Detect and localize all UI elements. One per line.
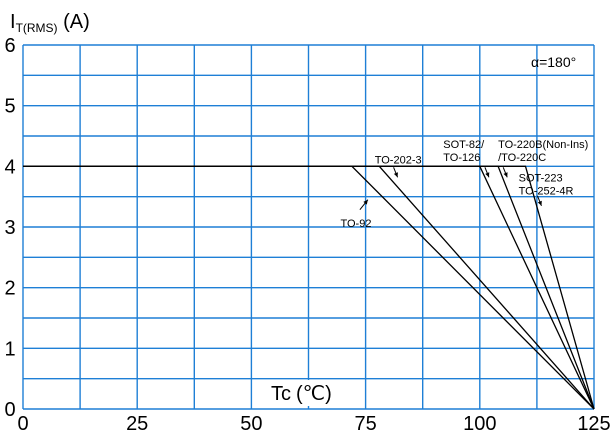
series-annotation-2: SOT-82/TO-126 [443,139,485,164]
series-annotation-4: SOT-223 TO-252-4R [519,173,574,198]
x-tick-label: 50 [240,413,262,435]
y-tick-label: 6 [4,35,15,57]
y-tick-label: 2 [4,278,15,300]
series-annotation-0: TO-92 [340,218,371,230]
y-tick-label: 3 [4,217,15,239]
y-tick-label: 0 [4,399,15,421]
series-line-4 [23,165,595,410]
annotation-arrowhead-4 [537,200,542,206]
tick-labels: 0 1 2 3 4 5 6 0 25 50 75 100 125 [4,35,610,435]
annotation-arrowhead-0 [363,199,368,205]
annotation-arrowhead-1 [393,172,398,178]
series-annotation-1: TO-202-3 [375,154,422,166]
grid [22,44,595,410]
series-lines [23,165,595,410]
y-tick-label: 5 [4,96,15,118]
x-tick-label: 100 [463,413,496,435]
series-annotation-3: TO-220B(Non-Ins)/TO-220C [498,139,588,164]
x-axis-title: Tc (℃) [271,383,332,405]
x-tick-label: 0 [17,413,28,435]
y-axis-title: IT(RMS) (A) [10,11,90,35]
x-tick-label: 125 [577,413,610,435]
annotation-arrowhead-2 [485,172,490,178]
condition-label: α=180° [531,54,576,70]
x-tick-label: 75 [354,413,376,435]
y-tick-label: 4 [4,156,15,178]
x-axis-title-bg [266,380,364,406]
x-tick-label: 25 [126,413,148,435]
annotations: TO-92 TO-202-3 SOT-82/TO-126 TO-220B(Non-In… [340,139,588,230]
annotation-arrowhead-3 [503,172,508,178]
y-tick-label: 1 [4,338,15,360]
